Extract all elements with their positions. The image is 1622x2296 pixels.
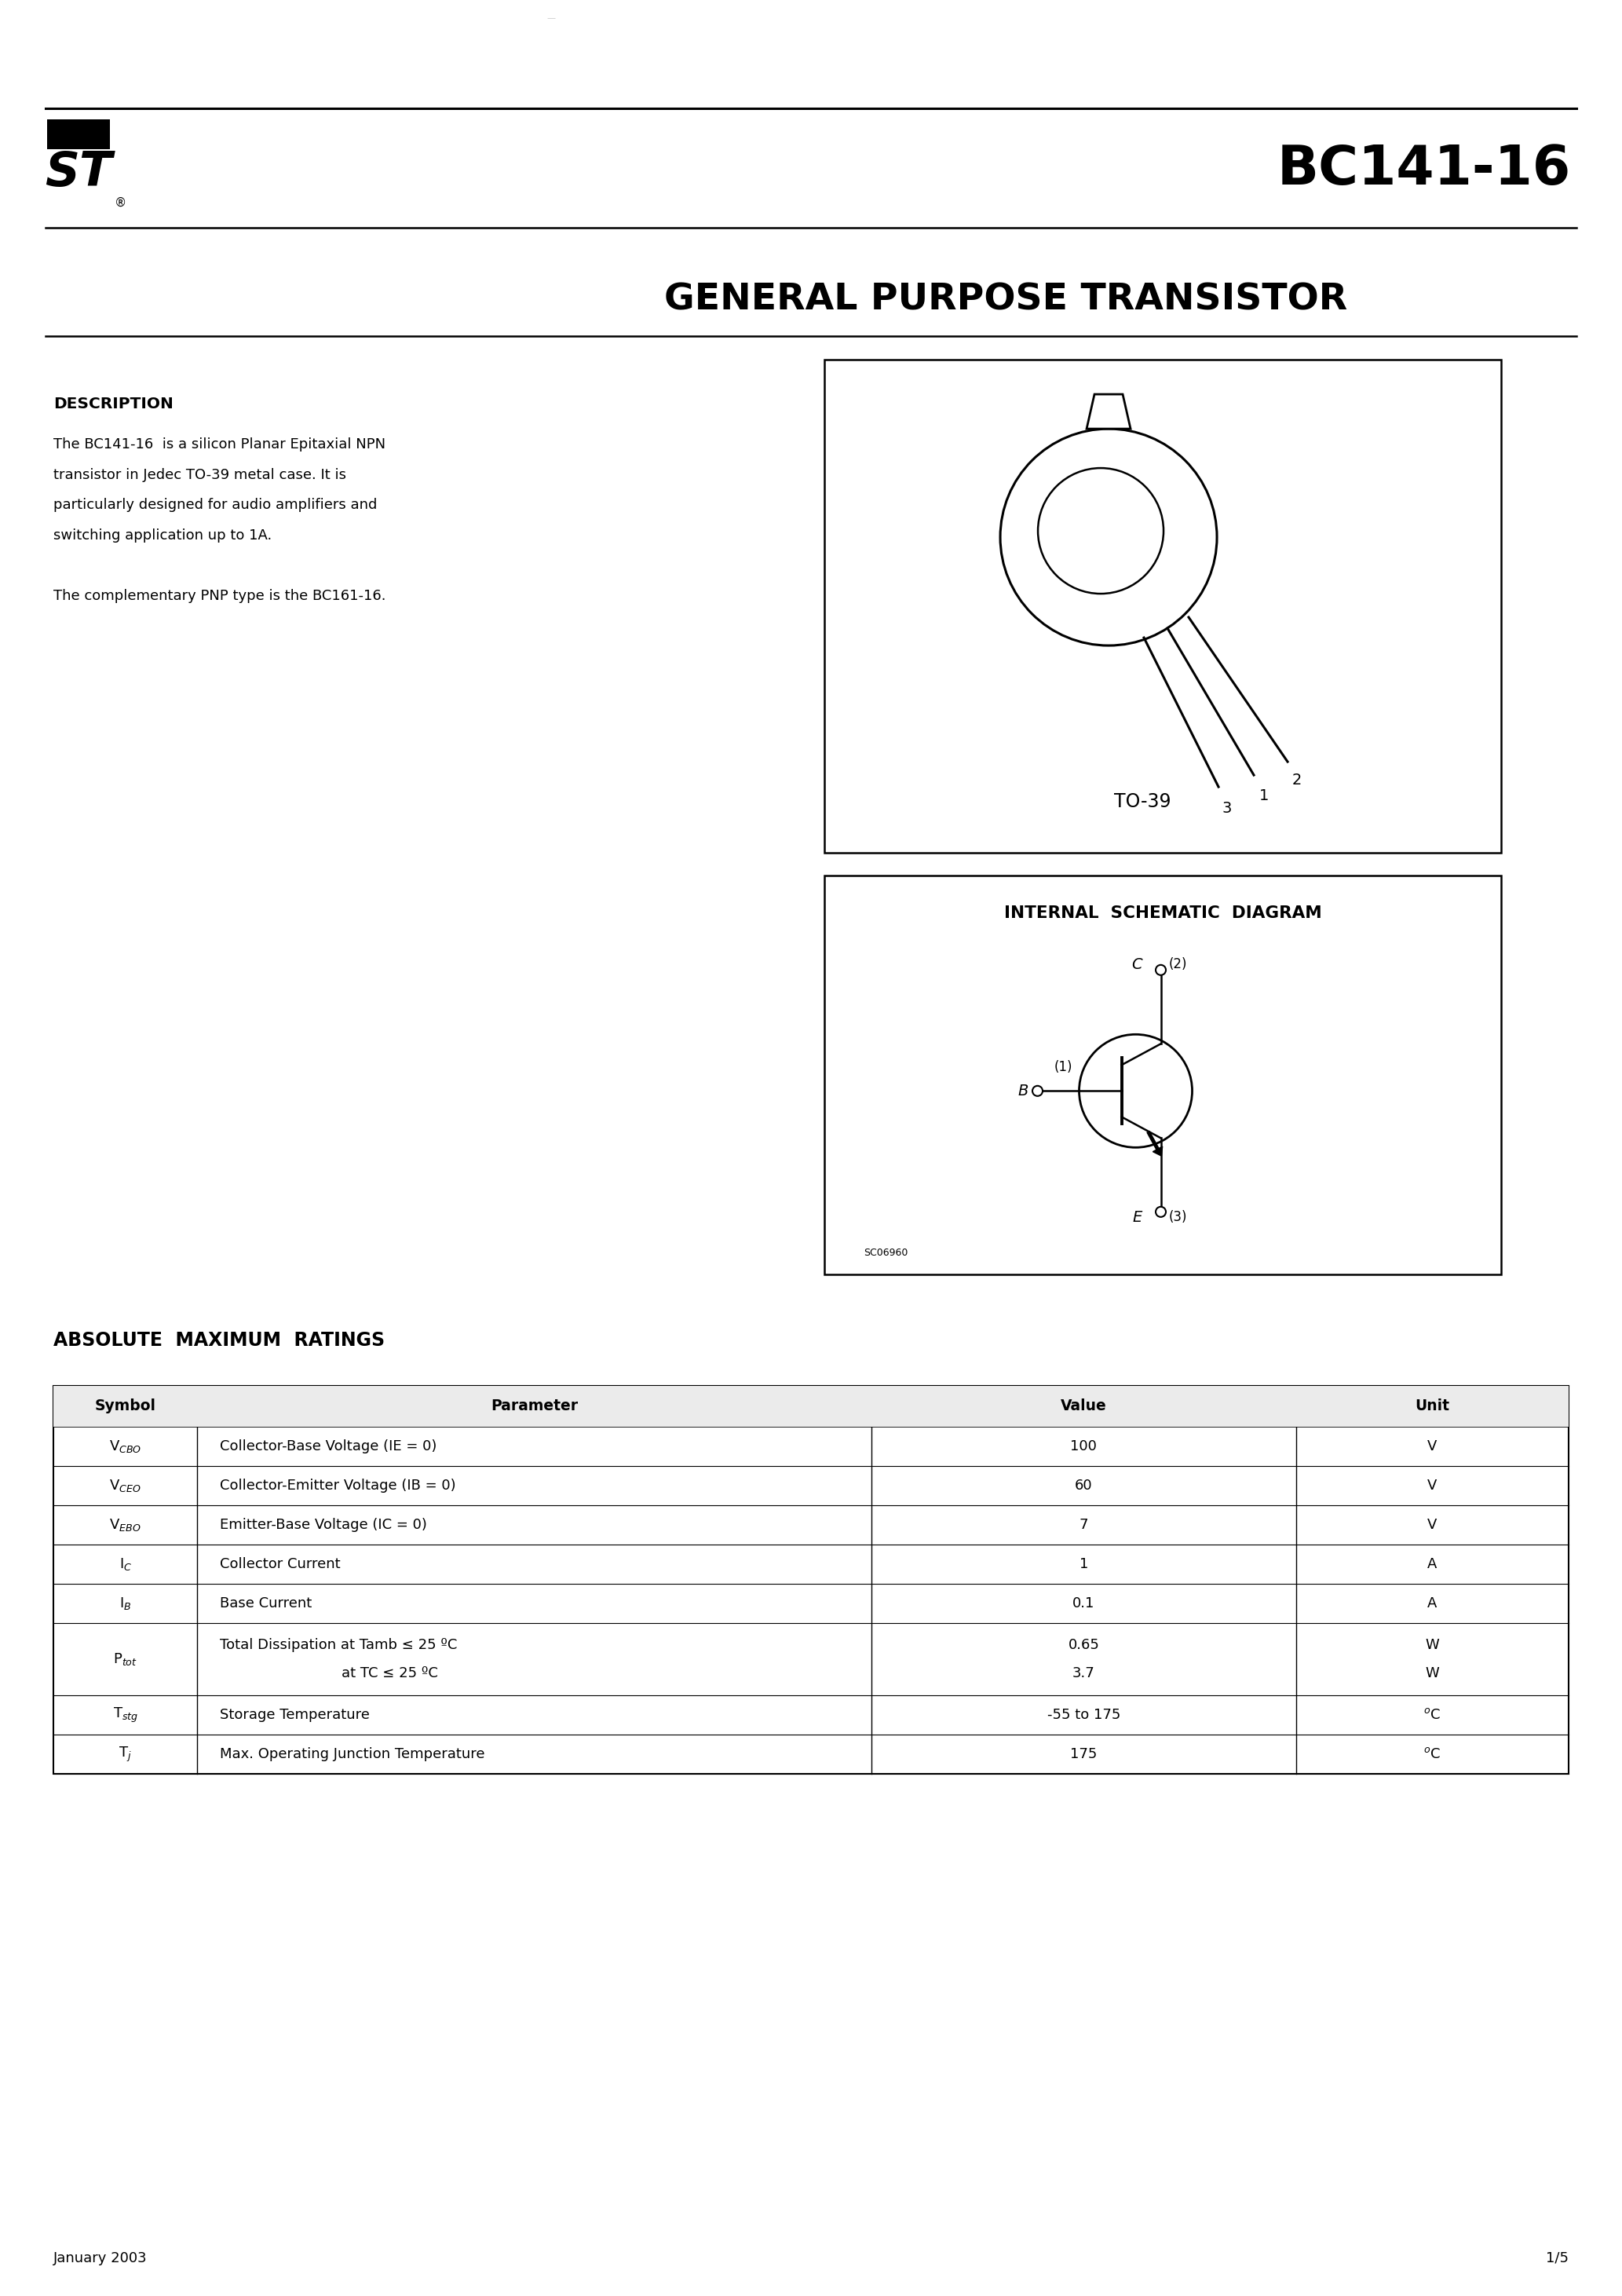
Text: ABSOLUTE  MAXIMUM  RATINGS: ABSOLUTE MAXIMUM RATINGS — [54, 1332, 384, 1350]
Polygon shape — [1087, 395, 1131, 429]
Text: The BC141-16  is a silicon Planar Epitaxial NPN: The BC141-16 is a silicon Planar Epitaxi… — [54, 436, 386, 452]
Text: V: V — [1427, 1440, 1437, 1453]
Text: ®: ® — [115, 197, 127, 209]
Text: Collector-Base Voltage (IE = 0): Collector-Base Voltage (IE = 0) — [221, 1440, 436, 1453]
Text: particularly designed for audio amplifiers and: particularly designed for audio amplifie… — [54, 498, 378, 512]
Text: V$_{CEO}$: V$_{CEO}$ — [109, 1479, 141, 1492]
Text: DESCRIPTION: DESCRIPTION — [54, 397, 174, 411]
Text: switching application up to 1A.: switching application up to 1A. — [54, 528, 272, 542]
Text: W: W — [1426, 1667, 1439, 1681]
Text: Emitter-Base Voltage (IC = 0): Emitter-Base Voltage (IC = 0) — [221, 1518, 427, 1531]
Text: W: W — [1426, 1637, 1439, 1651]
Text: Unit: Unit — [1414, 1398, 1450, 1414]
Bar — [824, 360, 1500, 852]
Text: —: — — [547, 14, 556, 23]
Text: A: A — [1427, 1557, 1437, 1570]
Text: E: E — [1132, 1210, 1142, 1224]
Text: I$_C$: I$_C$ — [118, 1557, 131, 1573]
Text: A: A — [1427, 1596, 1437, 1609]
Bar — [54, 1387, 1568, 1426]
Text: V: V — [1427, 1479, 1437, 1492]
Text: T$_j$: T$_j$ — [118, 1745, 131, 1763]
Text: I$_B$: I$_B$ — [120, 1596, 131, 1612]
Text: 100: 100 — [1071, 1440, 1096, 1453]
Text: ST: ST — [45, 149, 112, 195]
Text: 3: 3 — [1221, 801, 1231, 815]
Text: Collector Current: Collector Current — [221, 1557, 341, 1570]
Text: B: B — [1017, 1084, 1028, 1097]
Circle shape — [1079, 1035, 1192, 1148]
Text: Parameter: Parameter — [491, 1398, 577, 1414]
Text: P$_{tot}$: P$_{tot}$ — [114, 1651, 138, 1667]
Text: 1: 1 — [1259, 788, 1268, 804]
Text: TO-39: TO-39 — [1114, 792, 1171, 810]
Text: 2: 2 — [1293, 774, 1302, 788]
Text: 1/5: 1/5 — [1546, 2252, 1568, 2266]
Text: Symbol: Symbol — [94, 1398, 156, 1414]
Text: C: C — [1131, 957, 1142, 971]
Circle shape — [1038, 468, 1163, 595]
Text: 175: 175 — [1071, 1747, 1096, 1761]
Text: Value: Value — [1061, 1398, 1106, 1414]
Text: (2): (2) — [1168, 957, 1187, 971]
Text: Total Dissipation at Tamb ≤ 25 ºC: Total Dissipation at Tamb ≤ 25 ºC — [221, 1637, 457, 1651]
Bar — [824, 875, 1500, 1274]
Text: 60: 60 — [1075, 1479, 1093, 1492]
Text: V: V — [1427, 1518, 1437, 1531]
Text: SC06960: SC06960 — [863, 1247, 908, 1258]
Text: Storage Temperature: Storage Temperature — [221, 1708, 370, 1722]
Text: GENERAL PURPOSE TRANSISTOR: GENERAL PURPOSE TRANSISTOR — [663, 282, 1348, 317]
Text: INTERNAL  SCHEMATIC  DIAGRAM: INTERNAL SCHEMATIC DIAGRAM — [1004, 905, 1322, 921]
Text: January 2003: January 2003 — [54, 2252, 148, 2266]
Text: (3): (3) — [1168, 1210, 1187, 1224]
Circle shape — [1155, 964, 1166, 976]
Text: T$_{stg}$: T$_{stg}$ — [112, 1706, 138, 1724]
Circle shape — [1155, 1208, 1166, 1217]
Bar — [47, 119, 110, 149]
Circle shape — [1001, 429, 1216, 645]
Text: V$_{CBO}$: V$_{CBO}$ — [109, 1440, 141, 1453]
Text: transistor in Jedec TO-39 metal case. It is: transistor in Jedec TO-39 metal case. It… — [54, 468, 345, 482]
Text: V$_{EBO}$: V$_{EBO}$ — [109, 1518, 141, 1534]
Circle shape — [1033, 1086, 1043, 1095]
Text: 0.1: 0.1 — [1072, 1596, 1095, 1609]
Text: Max. Operating Junction Temperature: Max. Operating Junction Temperature — [221, 1747, 485, 1761]
Text: 1: 1 — [1079, 1557, 1088, 1570]
Text: $^{o}$C: $^{o}$C — [1424, 1747, 1440, 1761]
Text: 0.65: 0.65 — [1069, 1637, 1100, 1651]
Text: 7: 7 — [1079, 1518, 1088, 1531]
Text: (1): (1) — [1054, 1061, 1072, 1075]
Text: 3.7: 3.7 — [1072, 1667, 1095, 1681]
Text: $^{o}$C: $^{o}$C — [1424, 1708, 1440, 1722]
Text: The complementary PNP type is the BC161-16.: The complementary PNP type is the BC161-… — [54, 588, 386, 602]
Text: Collector-Emitter Voltage (IB = 0): Collector-Emitter Voltage (IB = 0) — [221, 1479, 456, 1492]
Text: Base Current: Base Current — [221, 1596, 311, 1609]
FancyArrow shape — [1147, 1132, 1163, 1155]
Bar — [54, 1387, 1568, 1775]
Text: -55 to 175: -55 to 175 — [1048, 1708, 1121, 1722]
Text: at TC ≤ 25 ºC: at TC ≤ 25 ºC — [341, 1667, 438, 1681]
Text: BC141-16: BC141-16 — [1277, 142, 1572, 195]
